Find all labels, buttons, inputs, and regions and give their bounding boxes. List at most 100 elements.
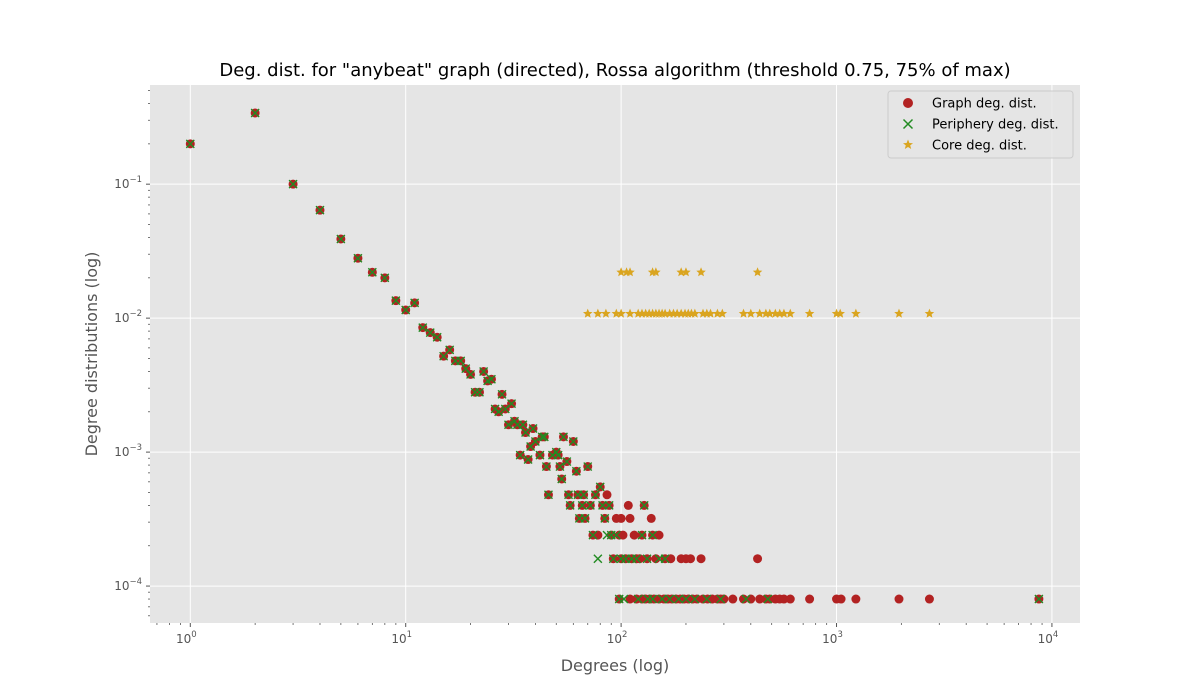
y-tick-label: 10−3 — [114, 443, 142, 459]
periphery-point — [425, 328, 435, 338]
periphery-point — [410, 298, 420, 308]
core-point — [601, 308, 611, 318]
core-point — [746, 308, 756, 318]
legend-label-periphery: Periphery deg. dist. — [932, 118, 1059, 133]
core-point — [717, 308, 728, 318]
core-point — [616, 308, 626, 318]
graph-point — [616, 513, 626, 523]
periphery-point — [518, 420, 528, 430]
periphery-point — [604, 500, 614, 510]
periphery-point — [445, 345, 455, 355]
core-point — [752, 267, 763, 277]
periphery-point — [716, 594, 726, 604]
periphery-point — [515, 450, 525, 460]
data-points — [185, 108, 1044, 604]
core-point — [696, 267, 706, 277]
x-tick-label: 104 — [1038, 630, 1059, 646]
graph-point — [755, 594, 765, 604]
graph-point — [779, 594, 789, 604]
periphery-point — [503, 420, 513, 430]
periphery-point — [681, 594, 691, 604]
legend-marker-periphery — [902, 118, 914, 130]
periphery-point — [611, 530, 621, 540]
periphery-point — [593, 554, 603, 564]
periphery-point — [702, 594, 712, 604]
graph-point — [625, 513, 635, 523]
core-point — [593, 308, 603, 318]
periphery-point — [530, 437, 540, 446]
periphery-point — [456, 356, 466, 366]
graph-point — [666, 554, 676, 564]
periphery-point — [553, 450, 563, 460]
x-tick-labels: 100 101 102 103 104 — [176, 630, 1058, 646]
periphery-point — [541, 462, 551, 472]
y-axis-label: Degree distributions (log) — [82, 252, 101, 457]
periphery-point — [497, 389, 507, 399]
periphery-point — [690, 594, 700, 604]
periphery-point — [583, 462, 593, 472]
periphery-point — [537, 432, 547, 442]
core-point — [924, 308, 935, 318]
graph-point — [625, 594, 635, 604]
periphery-point — [665, 594, 675, 604]
periphery-point — [380, 273, 390, 283]
periphery-point — [642, 554, 652, 564]
periphery-point — [657, 594, 667, 604]
graph-point — [593, 530, 603, 540]
periphery-point — [565, 500, 575, 510]
y-tick-label: 10−4 — [114, 577, 142, 593]
periphery-point — [391, 296, 401, 306]
periphery-point — [577, 500, 587, 510]
periphery-point — [579, 490, 589, 500]
core-point — [625, 308, 635, 318]
graph-point — [629, 530, 639, 540]
graph-point — [651, 554, 661, 564]
core-point — [738, 308, 749, 318]
periphery-point — [539, 432, 549, 442]
chart-title: Deg. dist. for "anybeat" graph (directed… — [219, 60, 1010, 81]
graph-point — [851, 594, 861, 604]
periphery-point — [336, 234, 346, 244]
periphery-point — [479, 366, 489, 376]
graph-point — [602, 490, 612, 500]
periphery-point — [562, 457, 572, 467]
core-point — [804, 308, 815, 318]
periphery-point — [367, 267, 377, 277]
periphery-point — [558, 432, 568, 442]
core-point — [754, 308, 765, 318]
periphery-point — [353, 253, 363, 263]
legend: Graph deg. dist. Periphery deg. dist. Co… — [887, 90, 1074, 159]
legend-label-core: Core deg. dist. — [932, 139, 1027, 154]
periphery-point — [185, 139, 195, 149]
periphery-point — [466, 369, 476, 379]
periphery-point — [1034, 594, 1044, 604]
graph-point — [635, 554, 645, 564]
periphery-point — [557, 474, 567, 484]
core-point — [894, 308, 904, 318]
periphery-point — [580, 513, 590, 523]
periphery-point — [507, 399, 517, 409]
minor-ticks — [146, 90, 1053, 627]
graph-point — [746, 594, 756, 604]
periphery-point — [474, 387, 484, 397]
core-point — [611, 308, 622, 318]
periphery-point — [600, 513, 610, 523]
series-star — [582, 267, 935, 318]
core-point — [712, 308, 723, 318]
x-tick-label: 100 — [176, 630, 197, 646]
graph-point — [753, 554, 763, 564]
plot-background — [150, 85, 1080, 623]
periphery-point — [461, 364, 471, 374]
graph-point — [654, 530, 664, 540]
x-tick-label: 103 — [822, 630, 843, 646]
core-point — [779, 308, 789, 318]
core-point — [616, 267, 626, 277]
core-point — [676, 267, 686, 277]
core-point — [625, 267, 635, 277]
core-point — [690, 308, 700, 318]
periphery-point — [564, 490, 574, 500]
periphery-point — [494, 407, 504, 417]
periphery-point — [528, 424, 538, 434]
graph-point — [836, 594, 846, 604]
periphery-point — [590, 490, 600, 500]
